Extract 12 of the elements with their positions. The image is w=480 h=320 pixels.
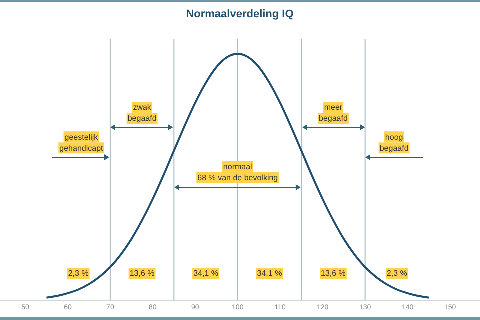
annotation: 2,3 % <box>68 269 89 278</box>
annotation: 13,6 % <box>321 269 346 278</box>
annotation: 34,1 % <box>194 269 218 278</box>
annotation: meer begaafd <box>318 103 348 124</box>
annotation: hoog begaafd <box>380 132 409 153</box>
annotation: 2,3 % <box>386 269 408 278</box>
chart-title: Normaalverdeling IQ <box>186 8 294 21</box>
annotation: 13,6 % <box>130 269 155 278</box>
annotation: normaal 68 % van de bevolking <box>198 162 278 182</box>
annotation: zwak begaafd <box>128 103 157 124</box>
annotation: 34,1 % <box>257 269 282 278</box>
annotation: geestelijk gehandicapt <box>60 132 104 153</box>
